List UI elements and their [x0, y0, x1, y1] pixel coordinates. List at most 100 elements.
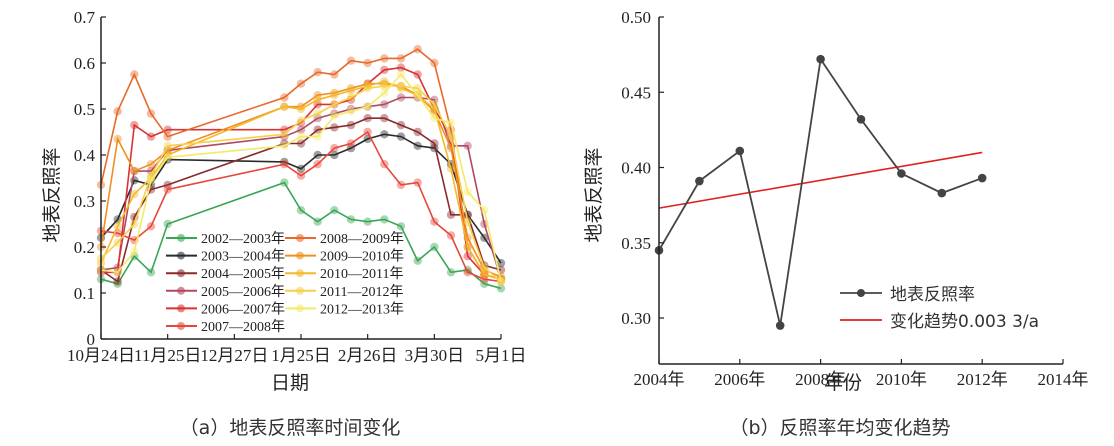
data-point	[346, 56, 356, 65]
x-tick-label: 3月30日	[405, 346, 465, 365]
data-point	[380, 88, 389, 98]
data-point	[463, 252, 472, 261]
data-point	[146, 160, 156, 169]
data-point	[380, 100, 389, 109]
data-point	[130, 219, 139, 229]
data-point	[446, 210, 456, 219]
data-point	[380, 77, 389, 86]
data-point	[296, 139, 306, 148]
data-point	[330, 91, 339, 100]
chart-a-y-ticks: 0 0.1 0.2 0.3 0.4 0.5 0.6 0.7	[74, 8, 106, 349]
x-tick-label: 11月25日	[134, 346, 201, 365]
data-point	[496, 258, 506, 268]
data-point	[280, 160, 289, 169]
data-point	[163, 153, 172, 162]
y-tick-label: 0.35	[621, 234, 651, 253]
legend-swatch-marker	[177, 251, 185, 260]
data-point	[380, 160, 389, 169]
data-point	[146, 176, 156, 185]
y-tick-label: 0.2	[74, 238, 95, 257]
data-point	[480, 206, 489, 215]
data-point	[346, 93, 356, 102]
data-point	[496, 277, 506, 286]
data-point	[346, 215, 356, 224]
x-tick-label: 5月1日	[476, 346, 527, 365]
x-tick-label: 1月25日	[271, 346, 331, 365]
data-point	[163, 180, 172, 190]
data-point	[163, 185, 172, 194]
series-2012—2013年	[96, 70, 506, 286]
data-point	[396, 132, 406, 141]
data-point	[346, 120, 356, 130]
series-2008—2009年	[96, 45, 506, 284]
chart-a: 0 0.1 0.2 0.3 0.4 0.5 0.6 0.7 10月24日11月25日12月27…	[41, 8, 527, 439]
data-point	[346, 86, 356, 95]
legend-swatch-marker	[177, 269, 185, 278]
data-point	[130, 189, 139, 199]
chart-b-x-axis-title: 年份	[824, 372, 862, 394]
data-point	[463, 187, 472, 196]
data-point	[977, 173, 987, 183]
data-point	[413, 91, 422, 100]
data-point	[130, 176, 139, 185]
legend-item: 2007—2008年	[166, 319, 285, 335]
legend-swatch-marker	[296, 269, 304, 278]
data-point	[480, 275, 489, 284]
data-point	[330, 111, 339, 121]
data-point	[396, 93, 406, 102]
legend-item: 2010—2011年	[285, 266, 403, 282]
data-point	[163, 141, 172, 150]
data-point	[280, 141, 289, 150]
chart-b-caption: （b）反照率年均变化趋势	[729, 417, 950, 439]
data-point	[396, 70, 406, 79]
data-point	[130, 166, 139, 176]
data-point	[296, 206, 306, 215]
data-point	[130, 247, 139, 256]
y-tick-label: 0.3	[74, 192, 95, 211]
data-point	[363, 127, 372, 137]
data-point	[396, 120, 406, 130]
data-point	[346, 139, 356, 148]
legend-label: 2009—2010年	[320, 249, 404, 265]
data-point	[163, 219, 172, 229]
trend-line	[658, 151, 983, 209]
legend-item: 变化趋势0.003 3/a	[840, 312, 1039, 332]
data-point	[280, 178, 289, 187]
data-point	[380, 54, 389, 63]
data-point	[446, 231, 456, 240]
data-point	[330, 100, 339, 109]
series-line	[100, 96, 502, 280]
series-line	[100, 82, 502, 278]
data-point	[735, 146, 745, 156]
data-point	[113, 222, 122, 231]
data-point	[430, 58, 439, 68]
data-point	[313, 125, 322, 134]
legend-item: 2011—2012年	[285, 284, 403, 300]
data-point	[280, 93, 289, 102]
data-point	[113, 277, 122, 286]
y-tick-label: 0	[87, 330, 96, 349]
data-point	[897, 169, 906, 178]
data-point	[130, 120, 139, 130]
data-point	[446, 268, 456, 277]
y-tick-label: 0.40	[621, 159, 651, 178]
y-tick-label: 0.5	[74, 100, 95, 119]
legend-item: 2003—2004年	[166, 249, 285, 265]
legend-swatch-marker	[177, 234, 185, 242]
chart-b-x-ticks: 2004年 2006年 2008年 2010年 2012年 2014年	[634, 359, 1089, 389]
data-point	[313, 100, 322, 109]
data-point	[413, 70, 422, 79]
data-point	[396, 81, 406, 91]
legend-swatch-marker	[177, 304, 185, 313]
chart-b: 0.30 0.35 0.40 0.45 0.50 2004年 2006年 2008年 2010…	[583, 8, 1089, 439]
chart-a-series-group	[96, 45, 506, 293]
data-point	[296, 116, 306, 125]
chart-b-y-axis-title: 地表反照率	[583, 147, 605, 242]
data-point	[346, 107, 356, 116]
legend-label: 2003—2004年	[201, 249, 285, 265]
data-point	[413, 127, 422, 137]
data-point	[163, 132, 172, 141]
legend-swatch-marker	[296, 234, 304, 242]
